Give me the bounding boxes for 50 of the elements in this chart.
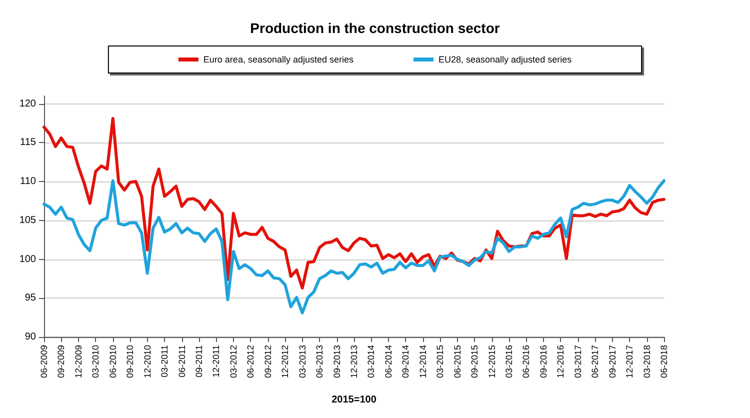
x-tick-label: 06-2010 <box>108 345 118 378</box>
x-tick-label: 03-2017 <box>572 345 583 378</box>
x-tick-label: 06-2013 <box>314 345 325 378</box>
y-tick-label: 110 <box>20 176 36 188</box>
x-tick-label: 12-2011 <box>211 345 222 378</box>
x-tick-label: 12-2014 <box>418 345 428 378</box>
y-tick-label: 100 <box>19 254 36 265</box>
x-tick-label: 03-2018 <box>642 345 652 378</box>
x-tick-label: 12-2015 <box>486 345 497 378</box>
x-tick-label: 03-2010 <box>90 345 101 378</box>
x-tick-label: 12-2016 <box>556 345 566 378</box>
x-tick-label: 06-2009 <box>39 345 49 378</box>
x-tick-label: 03-2015 <box>435 345 446 378</box>
x-tick-label: 03-2016 <box>504 345 514 378</box>
x-tick-label: 09-2010 <box>125 345 136 378</box>
x-tick-label: 12-2017 <box>624 345 635 378</box>
line-series <box>42 179 666 314</box>
x-tick-label: 06-2016 <box>521 345 532 378</box>
x-tick-label: 03-2013 <box>297 345 308 378</box>
x-tick-label: 06-2011 <box>176 345 187 378</box>
x-tick-label: 09-2014 <box>400 345 411 378</box>
x-tick-label: 09-2013 <box>332 345 342 378</box>
x-tick-label: 03-2014 <box>366 345 376 378</box>
x-tick-label: 09-2015 <box>470 345 480 378</box>
legend-label: Euro area, seasonally adjusted series <box>203 54 354 64</box>
x-tick-label: 09-2011 <box>194 345 204 378</box>
x-tick-label: 09-2016 <box>538 345 548 378</box>
x-tick-label: 09-2009 <box>56 345 66 378</box>
x-tick-label: 12-2010 <box>142 345 152 378</box>
y-tick-label: 120 <box>19 98 36 110</box>
chart-title: Production in the construction sector <box>250 20 500 36</box>
x-tick-label: 09-2012 <box>262 345 273 378</box>
line-series <box>42 117 666 290</box>
x-tick-label: 06-2014 <box>383 345 394 378</box>
x-tick-label: 09-2017 <box>607 345 618 378</box>
y-tick-label: 115 <box>20 137 36 148</box>
y-tick-label: 105 <box>19 214 36 226</box>
x-tick-label: 12-2013 <box>349 345 359 378</box>
y-tick-label: 95 <box>24 292 36 304</box>
x-tick-label: 12-2009 <box>73 345 84 378</box>
x-tick-label: 03-2012 <box>228 345 238 378</box>
x-axis-title: 2015=100 <box>332 394 377 406</box>
x-tick-label: 12-2012 <box>280 345 290 378</box>
x-tick-label: 06-2012 <box>246 345 256 378</box>
x-tick-label: 06-2018 <box>659 345 669 378</box>
x-tick-label: 03-2011 <box>160 345 170 378</box>
x-tick-label: 06-2015 <box>452 345 462 378</box>
x-tick-label: 06-2017 <box>590 345 600 378</box>
legend-label: EU28, seasonally adjusted series <box>438 54 572 64</box>
y-tick-label: 90 <box>24 332 36 342</box>
